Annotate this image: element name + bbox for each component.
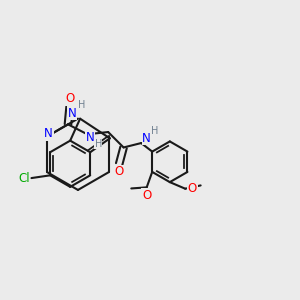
Text: N: N — [68, 107, 77, 120]
Text: H: H — [151, 126, 159, 136]
Text: O: O — [115, 165, 124, 178]
Text: O: O — [65, 92, 74, 105]
Text: N: N — [142, 132, 151, 145]
Text: Cl: Cl — [18, 172, 30, 184]
Text: H: H — [94, 139, 102, 148]
Text: N: N — [85, 131, 94, 144]
Text: O: O — [188, 182, 197, 195]
Text: N: N — [44, 127, 53, 140]
Text: O: O — [142, 189, 151, 202]
Text: H: H — [77, 100, 85, 110]
